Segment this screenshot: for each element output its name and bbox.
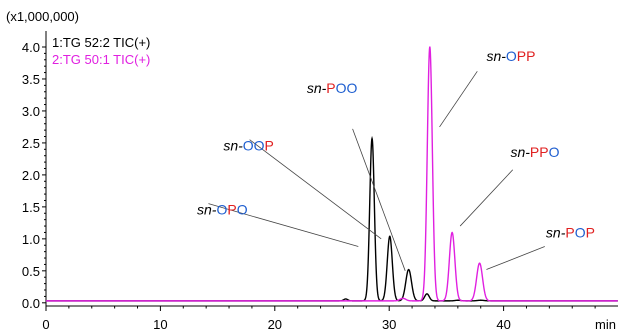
annotation-leader-line <box>249 139 382 240</box>
y-tick-label: 4.0 <box>22 40 40 55</box>
peak-annotation-label: sn-OPO <box>197 202 248 218</box>
annotation-prefix: sn- <box>223 138 243 154</box>
y-tick-label: 3.0 <box>22 104 40 119</box>
x-tick-label: 10 <box>153 317 167 331</box>
annotation-letter: P <box>539 144 548 160</box>
annotation-letter: P <box>526 48 535 64</box>
annotation-letter: O <box>575 225 586 241</box>
legend-entry: 2:TG 50:1 TIC(+) <box>52 52 150 67</box>
x-tick-label: 20 <box>268 317 282 331</box>
annotation-prefix: sn- <box>197 202 217 218</box>
y-tick-label: 1.5 <box>22 200 40 215</box>
peak-annotation-label: sn-POO <box>307 80 358 96</box>
y-tick-label: 1.0 <box>22 232 40 247</box>
peak-annotation-label: sn-OPP <box>486 48 535 64</box>
annotation-letter: O <box>237 202 248 218</box>
annotation-letter: P <box>227 202 236 218</box>
y-tick-label: 0.0 <box>22 296 40 311</box>
series-line-1 <box>46 135 618 302</box>
annotation-letter: P <box>326 80 335 96</box>
annotation-leader-line <box>352 128 406 271</box>
annotation-letter: P <box>586 225 595 241</box>
y-tick-label: 2.0 <box>22 168 40 183</box>
annotation-prefix: sn- <box>486 48 506 64</box>
x-axis-unit-label: min <box>595 317 616 331</box>
annotation-letter: O <box>347 80 358 96</box>
plot-axes <box>45 31 618 307</box>
peak-annotation-label: sn-POP <box>546 225 595 241</box>
x-tick-label: 30 <box>382 317 396 331</box>
annotation-prefix: sn- <box>546 225 566 241</box>
annotation-letter: O <box>216 202 227 218</box>
annotation-letter: O <box>549 144 560 160</box>
annotation-leader-line <box>486 246 545 270</box>
y-tick-label: 3.5 <box>22 72 40 87</box>
annotation-letter: P <box>265 138 274 154</box>
y-tick-label: 0.5 <box>22 264 40 279</box>
peak-annotation-label: sn-PPO <box>510 144 559 160</box>
axis-ticks: 0.0 0.5 1.0 1.5 2.0 2.5 3.0 3.5 4.0 0 10 20 30 40 <box>22 40 596 331</box>
annotation-leader-line <box>439 71 478 128</box>
x-tick-label: 40 <box>496 317 510 331</box>
annotation-letter: P <box>517 48 526 64</box>
annotation-letter: O <box>243 138 254 154</box>
legend: 1:TG 52:2 TIC(+) 2:TG 50:1 TIC(+) <box>52 35 150 67</box>
y-axis-multiplier-label: (x1,000,000) <box>6 9 79 24</box>
y-tick-label: 2.5 <box>22 136 40 151</box>
chromatogram-traces <box>46 46 618 302</box>
legend-entry: 1:TG 52:2 TIC(+) <box>52 35 150 50</box>
peak-annotation-label: sn-OOP <box>223 138 274 154</box>
annotation-leader-line <box>459 169 514 227</box>
x-tick-label: 0 <box>42 317 49 331</box>
annotation-letter: O <box>336 80 347 96</box>
annotation-letter: O <box>254 138 265 154</box>
annotation-prefix: sn- <box>307 80 327 96</box>
annotation-letter: P <box>530 144 539 160</box>
annotation-letter: P <box>565 225 574 241</box>
annotation-leader-line <box>208 203 359 247</box>
annotation-letter: O <box>506 48 517 64</box>
annotation-prefix: sn- <box>510 144 530 160</box>
series-line-2 <box>46 46 618 302</box>
